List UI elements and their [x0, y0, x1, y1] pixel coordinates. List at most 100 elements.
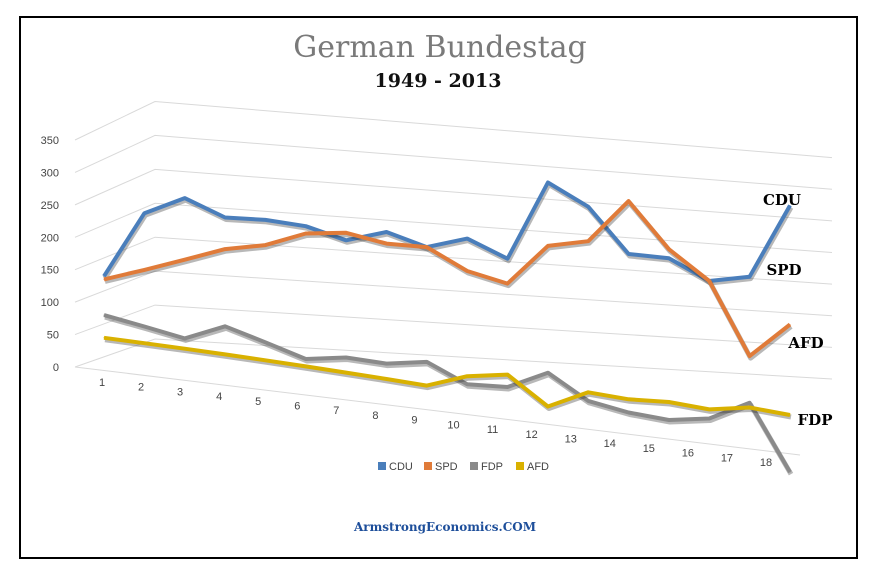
data-point-fdp [426, 361, 428, 363]
x-tick-label: 13 [565, 433, 577, 445]
y-tick-label: 250 [41, 200, 59, 212]
x-tick-label: 7 [333, 405, 339, 417]
y-tick-label: 200 [41, 232, 59, 244]
data-point-afd [143, 342, 145, 344]
series-label-fdp: FDP [798, 411, 833, 429]
series-line-afd [103, 335, 791, 417]
data-point-spd [789, 324, 791, 325]
data-point-afd [708, 408, 710, 410]
x-tick-label: 3 [177, 386, 183, 398]
data-point-fdp [184, 337, 186, 339]
data-point-spd [345, 232, 347, 234]
y-axis-ticks: 0 50 100 150 200 250 300 350 [41, 135, 59, 374]
x-tick-label: 10 [447, 419, 459, 431]
gridline [74, 236, 833, 285]
data-point-afd [466, 375, 468, 377]
data-point-afd [184, 348, 186, 350]
data-point-spd [143, 269, 145, 271]
gridline [74, 134, 833, 190]
data-point-afd [386, 378, 387, 380]
data-point-fdp [749, 402, 751, 404]
legend-swatch-cdu [378, 462, 386, 470]
data-point-cdu [466, 238, 468, 240]
data-point-cdu [628, 253, 630, 255]
data-point-fdp [466, 383, 468, 385]
x-tick-label: 12 [526, 429, 538, 441]
legend-swatch-fdp [470, 462, 478, 470]
data-point-afd [628, 398, 630, 400]
series-line-fdp [103, 313, 792, 474]
legend-swatch-spd [424, 462, 432, 470]
data-point-fdp [507, 386, 508, 388]
x-tick-label: 4 [216, 391, 222, 403]
footer-credit: ArmstrongEconomics.COM [353, 520, 536, 534]
legend-label-afd: AFD [527, 461, 549, 473]
chart-title: German Bundestag [293, 30, 586, 65]
data-point-fdp [708, 418, 710, 419]
data-point-spd [305, 233, 307, 234]
x-tick-label: 15 [643, 443, 655, 455]
legend-label-fdp: FDP [481, 461, 503, 473]
gridline [74, 304, 833, 348]
series-line-spd [103, 199, 792, 359]
gridline [74, 100, 833, 159]
gridline [74, 168, 833, 222]
data-point-cdu [789, 205, 791, 206]
data-point-spd [628, 200, 630, 202]
data-point-spd [507, 283, 508, 285]
data-point-afd [668, 401, 670, 403]
data-point-fdp [143, 326, 145, 327]
y-tick-label: 50 [47, 330, 59, 342]
data-point-afd [749, 407, 751, 408]
data-point-spd [264, 244, 266, 246]
data-point-spd [224, 248, 226, 250]
data-point-afd [426, 385, 428, 387]
data-point-spd [668, 248, 670, 250]
data-point-afd [224, 353, 226, 355]
y-tick-label: 300 [41, 167, 59, 179]
data-point-spd [184, 259, 186, 261]
data-point-cdu [305, 225, 307, 227]
x-tick-label: 8 [372, 410, 378, 422]
legend-label-spd: SPD [435, 461, 458, 473]
data-point-spd [426, 246, 428, 248]
x-tick-label: 9 [411, 415, 417, 427]
chart-subtitle: 1949 - 2013 [375, 70, 502, 92]
data-point-spd [386, 243, 387, 245]
x-tick-label: 2 [138, 382, 144, 394]
data-point-spd [749, 355, 751, 357]
data-point-fdp [789, 471, 791, 473]
data-point-fdp [224, 325, 226, 327]
legend: CDU SPD FDP AFD [378, 461, 549, 473]
data-point-cdu [587, 206, 589, 208]
y-tick-label: 150 [41, 265, 59, 277]
data-point-spd [547, 245, 549, 247]
y-tick-label: 350 [41, 135, 59, 147]
data-point-afd [345, 372, 347, 374]
series-line-cdu [102, 180, 792, 283]
data-point-afd [507, 374, 508, 376]
legend-swatch-afd [516, 462, 524, 470]
data-point-afd [305, 365, 307, 367]
data-point-fdp [628, 412, 630, 413]
data-point-fdp [547, 372, 549, 374]
data-point-fdp [587, 400, 589, 402]
data-point-cdu [507, 258, 508, 260]
series-label-afd: AFD [787, 334, 823, 352]
gridline [74, 338, 833, 380]
data-point-cdu [386, 231, 387, 233]
data-point-fdp [668, 419, 670, 421]
x-tick-label: 16 [682, 448, 694, 460]
data-point-cdu [264, 219, 266, 221]
data-point-cdu [103, 275, 105, 277]
x-tick-label: 5 [255, 396, 261, 408]
series-label-spd: SPD [766, 261, 801, 279]
y-tick-label: 100 [41, 297, 59, 309]
data-point-cdu [143, 212, 145, 214]
data-point-spd [587, 240, 589, 242]
data-point-cdu [224, 217, 226, 218]
data-point-fdp [103, 314, 105, 316]
x-axis-ticks: 1 2 3 4 5 6 7 8 9 10 11 12 13 14 15 16 17 18 [99, 377, 772, 469]
gridline [74, 270, 833, 317]
